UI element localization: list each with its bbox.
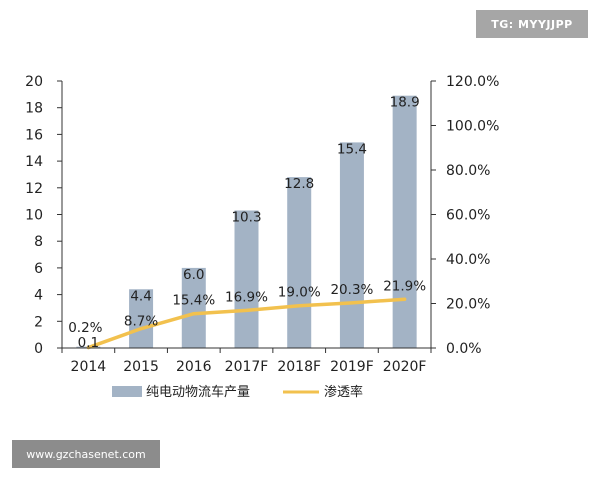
x-tick-label: 2014 bbox=[71, 359, 107, 375]
bar-value-label: 10.3 bbox=[231, 209, 261, 225]
data-labels: 0.1 4.4 6.0 10.3 12.8 15.4 18.9 0.2% 8.7% 15.4% 16… bbox=[68, 95, 426, 351]
bar bbox=[339, 142, 364, 348]
left-tick-label: 0 bbox=[34, 341, 43, 357]
line-value-label: 20.3% bbox=[330, 282, 373, 298]
bar-value-label: 0.1 bbox=[78, 335, 99, 351]
bar bbox=[392, 95, 417, 348]
right-tick-label: 40.0% bbox=[446, 252, 490, 268]
x-tick-label: 2017F bbox=[225, 359, 269, 375]
left-tick-label: 12 bbox=[25, 181, 43, 197]
left-tick-label: 18 bbox=[25, 101, 43, 117]
bar bbox=[129, 289, 154, 348]
left-axis: 0 2 4 6 8 10 12 14 16 18 20 bbox=[25, 74, 63, 357]
right-tick-label: 0.0% bbox=[446, 341, 482, 357]
legend-bar-swatch bbox=[112, 386, 142, 397]
line-value-label: 16.9% bbox=[225, 289, 268, 305]
x-tick-label: 2015 bbox=[123, 359, 159, 375]
legend-bar-label: 纯电动物流车产量 bbox=[146, 384, 250, 400]
bar-value-label: 4.4 bbox=[130, 288, 151, 304]
bar bbox=[287, 177, 312, 348]
line-value-label: 21.9% bbox=[383, 278, 426, 294]
left-tick-label: 8 bbox=[34, 234, 43, 250]
left-tick-label: 14 bbox=[25, 154, 43, 170]
left-tick-label: 16 bbox=[25, 127, 43, 143]
bar-value-label: 12.8 bbox=[284, 176, 314, 192]
line-value-label: 19.0% bbox=[278, 285, 321, 301]
x-tick-label: 2020F bbox=[383, 359, 427, 375]
left-tick-label: 10 bbox=[25, 208, 43, 224]
line-value-label: 0.2% bbox=[68, 320, 102, 336]
legend-line-label: 渗透率 bbox=[324, 384, 363, 400]
right-tick-label: 120.0% bbox=[446, 74, 499, 90]
line-value-label: 8.7% bbox=[124, 314, 158, 330]
left-tick-label: 6 bbox=[34, 261, 43, 277]
bar-series bbox=[76, 95, 417, 348]
right-tick-label: 20.0% bbox=[446, 297, 490, 313]
watermark-site: www.gzchasenet.com bbox=[12, 440, 160, 468]
left-tick-label: 2 bbox=[34, 314, 43, 330]
watermark-tg: TG: MYYJJPP bbox=[476, 10, 588, 38]
x-tick-label: 2016 bbox=[176, 359, 212, 375]
x-tick-label: 2019F bbox=[330, 359, 374, 375]
bar bbox=[234, 210, 259, 348]
x-axis: 2014 2015 2016 2017F 2018F 2019F 2020F bbox=[61, 347, 432, 375]
line-value-label: 15.4% bbox=[172, 293, 215, 309]
bar-value-label: 18.9 bbox=[390, 95, 420, 111]
legend: 纯电动物流车产量 渗透率 bbox=[112, 384, 363, 400]
right-axis: 0.0% 20.0% 40.0% 60.0% 80.0% 100.0% 120.0% bbox=[430, 74, 499, 357]
right-tick-label: 60.0% bbox=[446, 208, 490, 224]
right-tick-label: 100.0% bbox=[446, 119, 499, 135]
left-tick-label: 4 bbox=[34, 288, 43, 304]
left-tick-label: 20 bbox=[25, 74, 43, 90]
bar-value-label: 6.0 bbox=[183, 267, 204, 283]
bar-value-label: 15.4 bbox=[337, 141, 367, 157]
x-tick-label: 2018F bbox=[277, 359, 321, 375]
bar bbox=[181, 267, 206, 348]
right-tick-label: 80.0% bbox=[446, 163, 490, 179]
